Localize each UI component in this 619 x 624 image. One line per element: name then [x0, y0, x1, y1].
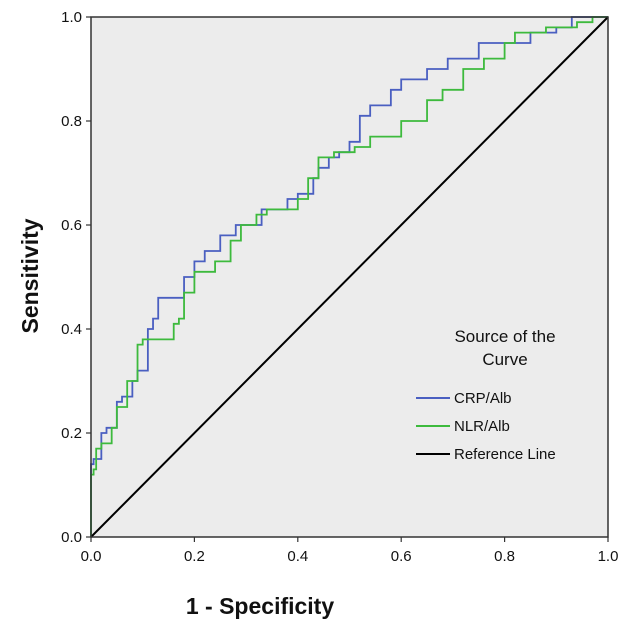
x-axis-title: 1 - Specificity	[186, 593, 334, 619]
x-tick-label: 0.6	[391, 548, 412, 565]
y-tick-label: 0.8	[61, 113, 82, 130]
series-line-1	[90, 16, 608, 537]
y-tick-label: 0.2	[61, 425, 82, 442]
legend-title-line-1: Source of the	[454, 327, 555, 346]
legend-entry-label: NLR/Alb	[454, 418, 510, 435]
x-tick-label: 0.0	[81, 548, 102, 565]
series-layer	[90, 16, 609, 538]
legend-entry-label: CRP/Alb	[454, 390, 512, 407]
x-tick-label: 1.0	[598, 548, 619, 565]
y-tick-label: 0.0	[61, 529, 82, 546]
plot-frame	[90, 16, 609, 538]
series-line-2	[90, 16, 609, 538]
y-axis-title: Sensitivity	[17, 218, 43, 333]
axis-ticks: 0.0 0.2 0.4 0.6 0.8 1.0 0.0 0.2 0.4 0.6 0.8 1.0	[61, 9, 618, 565]
x-tick-label: 0.4	[287, 548, 308, 565]
x-tick-label: 0.8	[494, 548, 515, 565]
legend-items: CRP/Alb NLR/Alb Reference Line	[416, 390, 556, 463]
y-tick-label: 0.4	[61, 321, 82, 338]
y-tick-label: 0.6	[61, 217, 82, 234]
legend-title-line-2: Curve	[482, 350, 527, 369]
legend-entry-label: Reference Line	[454, 446, 556, 463]
x-tick-label: 0.2	[184, 548, 205, 565]
legend: Source of the Curve CRP/Alb NLR/Alb Refere…	[416, 327, 556, 463]
y-tick-label: 1.0	[61, 9, 82, 26]
